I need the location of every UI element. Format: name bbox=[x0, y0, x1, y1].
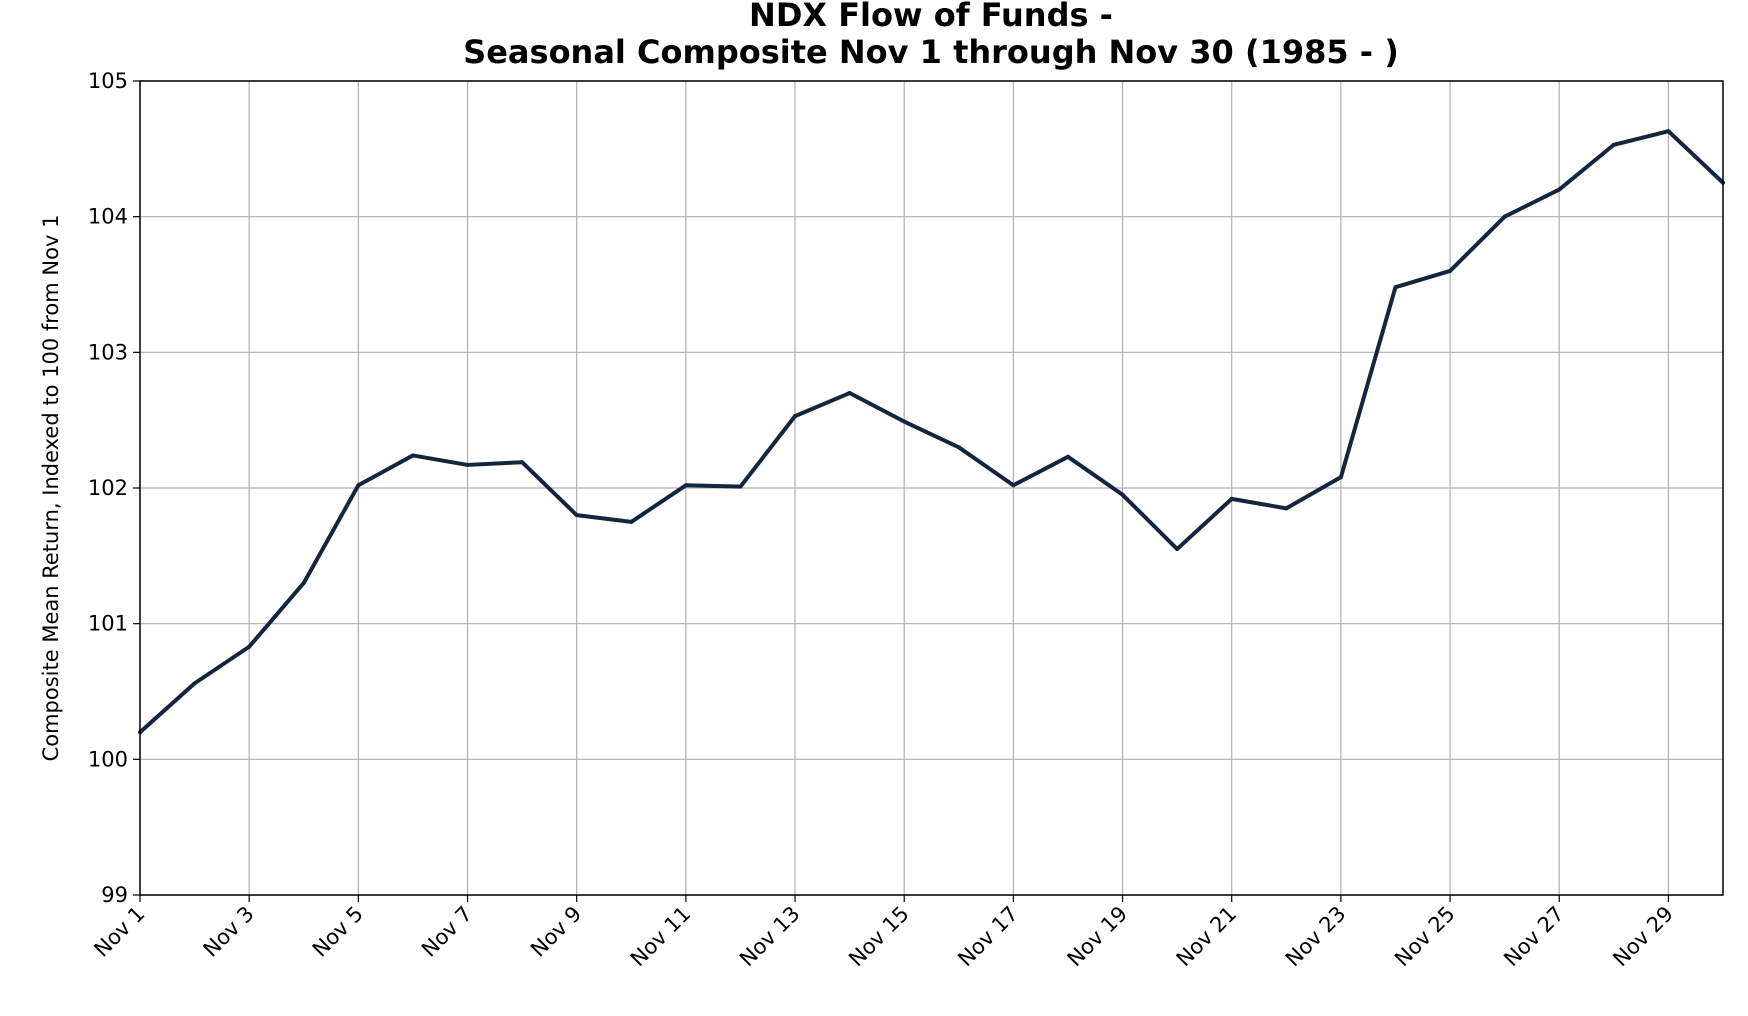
data-point bbox=[356, 483, 361, 488]
x-tick-label: Nov 5 bbox=[308, 902, 368, 962]
x-tick-label: Nov 13 bbox=[735, 902, 805, 972]
data-point bbox=[1120, 492, 1125, 497]
x-tick-label: Nov 27 bbox=[1499, 902, 1569, 972]
data-point bbox=[574, 513, 579, 518]
y-axis-label: Composite Mean Return, Indexed to 100 fr… bbox=[39, 215, 63, 762]
data-point bbox=[902, 419, 907, 424]
data-point bbox=[738, 484, 743, 489]
x-tick-label: Nov 3 bbox=[199, 902, 259, 962]
data-point bbox=[793, 414, 798, 419]
x-tick-label: Nov 9 bbox=[526, 902, 586, 962]
data-point bbox=[520, 460, 525, 465]
data-point bbox=[301, 580, 306, 585]
x-tick-label: Nov 29 bbox=[1608, 902, 1678, 972]
data-point bbox=[1502, 214, 1507, 219]
y-tick-label: 99 bbox=[101, 883, 128, 907]
x-tick-label: Nov 25 bbox=[1390, 902, 1460, 972]
y-tick-label: 101 bbox=[88, 612, 128, 636]
data-point bbox=[847, 391, 852, 396]
y-tick-label: 104 bbox=[88, 205, 128, 229]
data-point bbox=[1229, 496, 1234, 501]
data-point bbox=[1393, 285, 1398, 290]
data-point bbox=[1011, 483, 1016, 488]
data-point bbox=[247, 644, 252, 649]
data-point bbox=[1448, 268, 1453, 273]
plot-frame bbox=[139, 80, 1724, 896]
x-tick-label: Nov 19 bbox=[1063, 902, 1133, 972]
x-tick-label: Nov 21 bbox=[1172, 902, 1242, 972]
x-tick-label: Nov 1 bbox=[89, 902, 149, 962]
x-tick-label: Nov 15 bbox=[844, 902, 914, 972]
y-tick-label: 105 bbox=[88, 69, 128, 93]
data-point bbox=[629, 519, 634, 524]
data-point bbox=[1666, 129, 1671, 134]
series-line-ndx bbox=[138, 129, 1725, 734]
data-point bbox=[1175, 547, 1180, 552]
data-point bbox=[1611, 142, 1616, 147]
data-point bbox=[1284, 506, 1289, 511]
data-point bbox=[956, 445, 961, 450]
data-point bbox=[1557, 187, 1562, 192]
data-point bbox=[465, 462, 470, 467]
chart-title-line1: NDX Flow of Funds - bbox=[749, 0, 1113, 34]
data-point bbox=[410, 453, 415, 458]
x-tick-label: Nov 7 bbox=[417, 902, 477, 962]
y-tick-label: 100 bbox=[88, 747, 128, 771]
data-point bbox=[1065, 454, 1070, 459]
x-tick-label: Nov 23 bbox=[1281, 902, 1351, 972]
x-tick-label: Nov 17 bbox=[953, 902, 1023, 972]
chart-title-line2: Seasonal Composite Nov 1 through Nov 30 … bbox=[463, 33, 1399, 71]
x-tick-label: Nov 11 bbox=[626, 902, 696, 972]
y-tick-label: 103 bbox=[88, 340, 128, 364]
data-point bbox=[1338, 475, 1343, 480]
data-point bbox=[683, 483, 688, 488]
y-tick-label: 102 bbox=[88, 476, 128, 500]
data-point bbox=[192, 681, 197, 686]
